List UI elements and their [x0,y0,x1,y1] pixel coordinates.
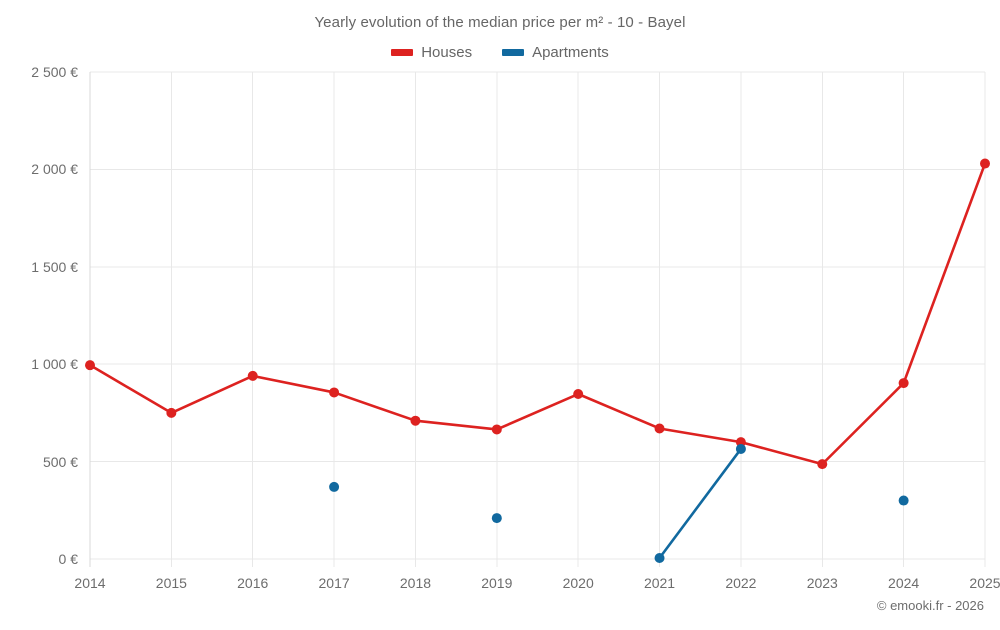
x-axis-tick-label: 2021 [643,575,676,591]
legend-item-apartments[interactable]: Apartments [502,44,609,61]
data-point-marker[interactable] [980,158,990,169]
x-axis-tick-label: 2022 [725,575,757,591]
data-point-marker[interactable] [247,370,258,381]
series-apartments [329,443,909,564]
chart-legend: Houses Apartments [0,44,1000,61]
data-point-marker[interactable] [329,387,340,398]
x-axis-tick-label: 2024 [888,575,920,591]
data-point-marker[interactable] [817,459,828,470]
legend-label-houses: Houses [421,44,473,61]
data-point-marker[interactable] [491,513,502,524]
y-axis-tick-label: 1 000 € [31,356,78,373]
series-houses [85,158,990,470]
x-axis-tick-label: 2023 [806,575,838,591]
data-point-marker[interactable] [166,407,177,418]
credit-text: © emooki.fr - 2026 [876,598,984,613]
data-point-marker[interactable] [85,360,95,371]
data-point-marker[interactable] [329,481,340,492]
series-line [88,162,987,466]
data-point-marker[interactable] [898,378,909,389]
data-point-marker[interactable] [898,495,909,506]
legend-swatch-apartments [502,49,525,56]
x-axis-tick-label: 2019 [481,575,513,591]
data-point-marker[interactable] [410,415,421,426]
x-axis-tick-label: 2016 [237,575,269,591]
data-point-marker[interactable] [654,423,665,434]
x-axis-tick-label: 2017 [318,575,350,591]
x-axis-tick-label: 2018 [399,575,432,591]
x-axis-tick-label: 2020 [562,575,594,591]
data-point-marker[interactable] [573,389,584,400]
data-point-marker[interactable] [654,553,665,564]
data-point-marker[interactable] [491,424,502,435]
x-axis-tick-label: 2015 [155,575,187,591]
y-axis-tick-label: 2 000 € [31,161,78,178]
y-axis-tick-label: 2 500 € [31,64,78,80]
chart-title: Yearly evolution of the median price per… [314,14,686,31]
legend-item-houses[interactable]: Houses [391,44,472,61]
data-point-marker[interactable] [735,443,746,454]
series-line [658,447,743,560]
x-axis-tick-label: 2025 [969,575,1000,591]
y-axis-tick-label: 1 500 € [31,258,78,275]
legend-swatch-houses [391,49,414,56]
y-axis-tick-label: 500 € [42,453,78,470]
y-axis-tick-label: 0 € [58,551,78,567]
legend-label-apartments: Apartments [532,44,609,61]
x-axis-tick-label: 2014 [74,575,106,591]
